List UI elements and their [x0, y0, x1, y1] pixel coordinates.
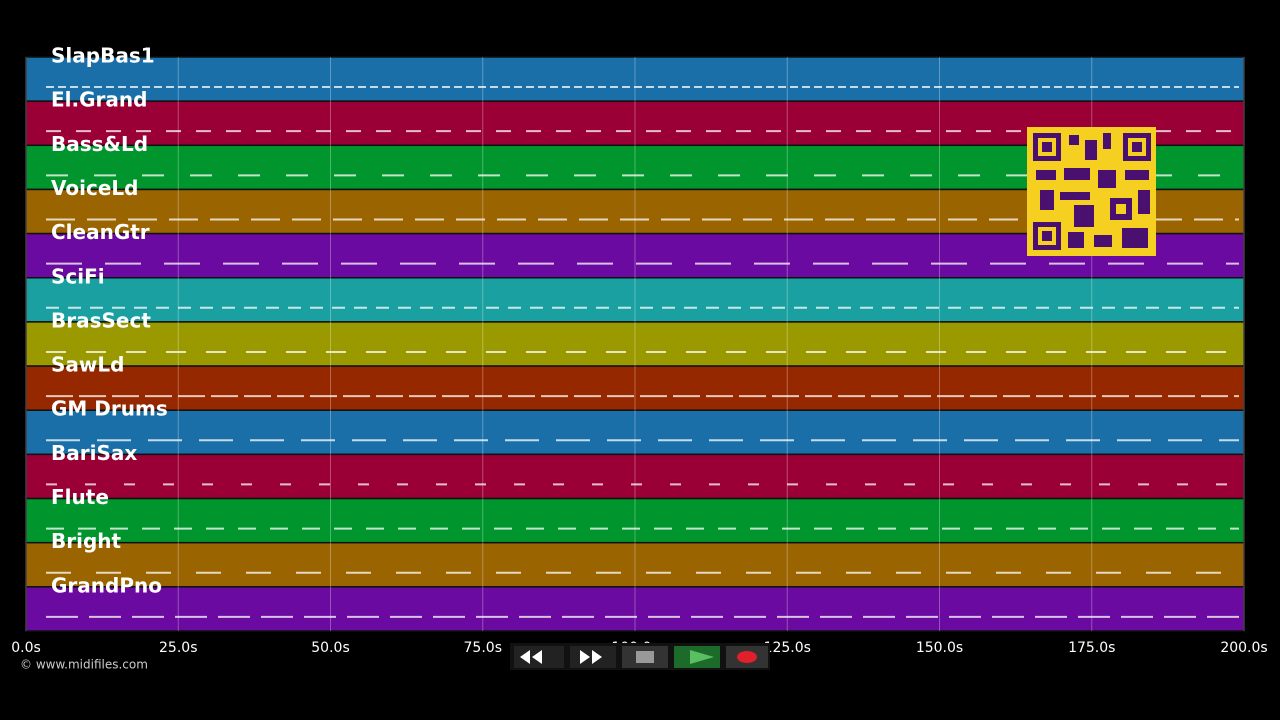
play-button[interactable] — [674, 646, 720, 668]
track-lane — [25, 586, 1245, 632]
time-tick-label: 25.0s — [159, 640, 197, 656]
track-lane — [25, 365, 1245, 411]
qr-code — [1027, 127, 1156, 256]
track-name: El.Grand — [51, 88, 147, 112]
transport-controls — [510, 643, 770, 670]
track-name: Bright — [51, 529, 122, 553]
time-tick-label: 175.0s — [1068, 640, 1115, 656]
record-button[interactable] — [726, 646, 768, 668]
track-name: BariSax — [51, 441, 137, 465]
track-lane — [25, 453, 1245, 500]
time-tick-label: 150.0s — [916, 640, 963, 656]
track-name: GrandPno — [51, 573, 162, 597]
track-lane — [25, 409, 1245, 456]
track-name: GM Drums — [51, 397, 168, 421]
time-tick-label: 50.0s — [311, 640, 349, 656]
track-name: VoiceLd — [51, 176, 138, 200]
rewind-button[interactable] — [514, 646, 564, 668]
track-lane — [25, 277, 1245, 323]
time-tick-label: 75.0s — [464, 640, 502, 656]
track-lane — [25, 56, 1245, 102]
track-name: Bass&Ld — [51, 132, 148, 156]
track-lane — [25, 497, 1245, 544]
track-lane — [25, 321, 1245, 367]
track-labels: SlapBas1 El.Grand Bass&Ld VoiceLd CleanGtr Sc… — [51, 44, 168, 598]
track-name: SawLd — [51, 353, 124, 377]
track-name: SciFi — [51, 264, 105, 288]
time-tick-label: 0.0s — [11, 640, 41, 656]
track-name: CleanGtr — [51, 220, 150, 244]
track-lane — [25, 541, 1245, 588]
track-name: Flute — [51, 485, 109, 509]
forward-button[interactable] — [570, 646, 616, 668]
track-name: SlapBas1 — [51, 44, 155, 68]
track-name: BrasSect — [51, 308, 151, 332]
time-tick-label: 200.0s — [1220, 640, 1267, 656]
footer-credit: © www.midifiles.com — [20, 658, 148, 672]
time-tick-label: 125.0s — [764, 640, 811, 656]
stop-button[interactable] — [622, 646, 668, 668]
